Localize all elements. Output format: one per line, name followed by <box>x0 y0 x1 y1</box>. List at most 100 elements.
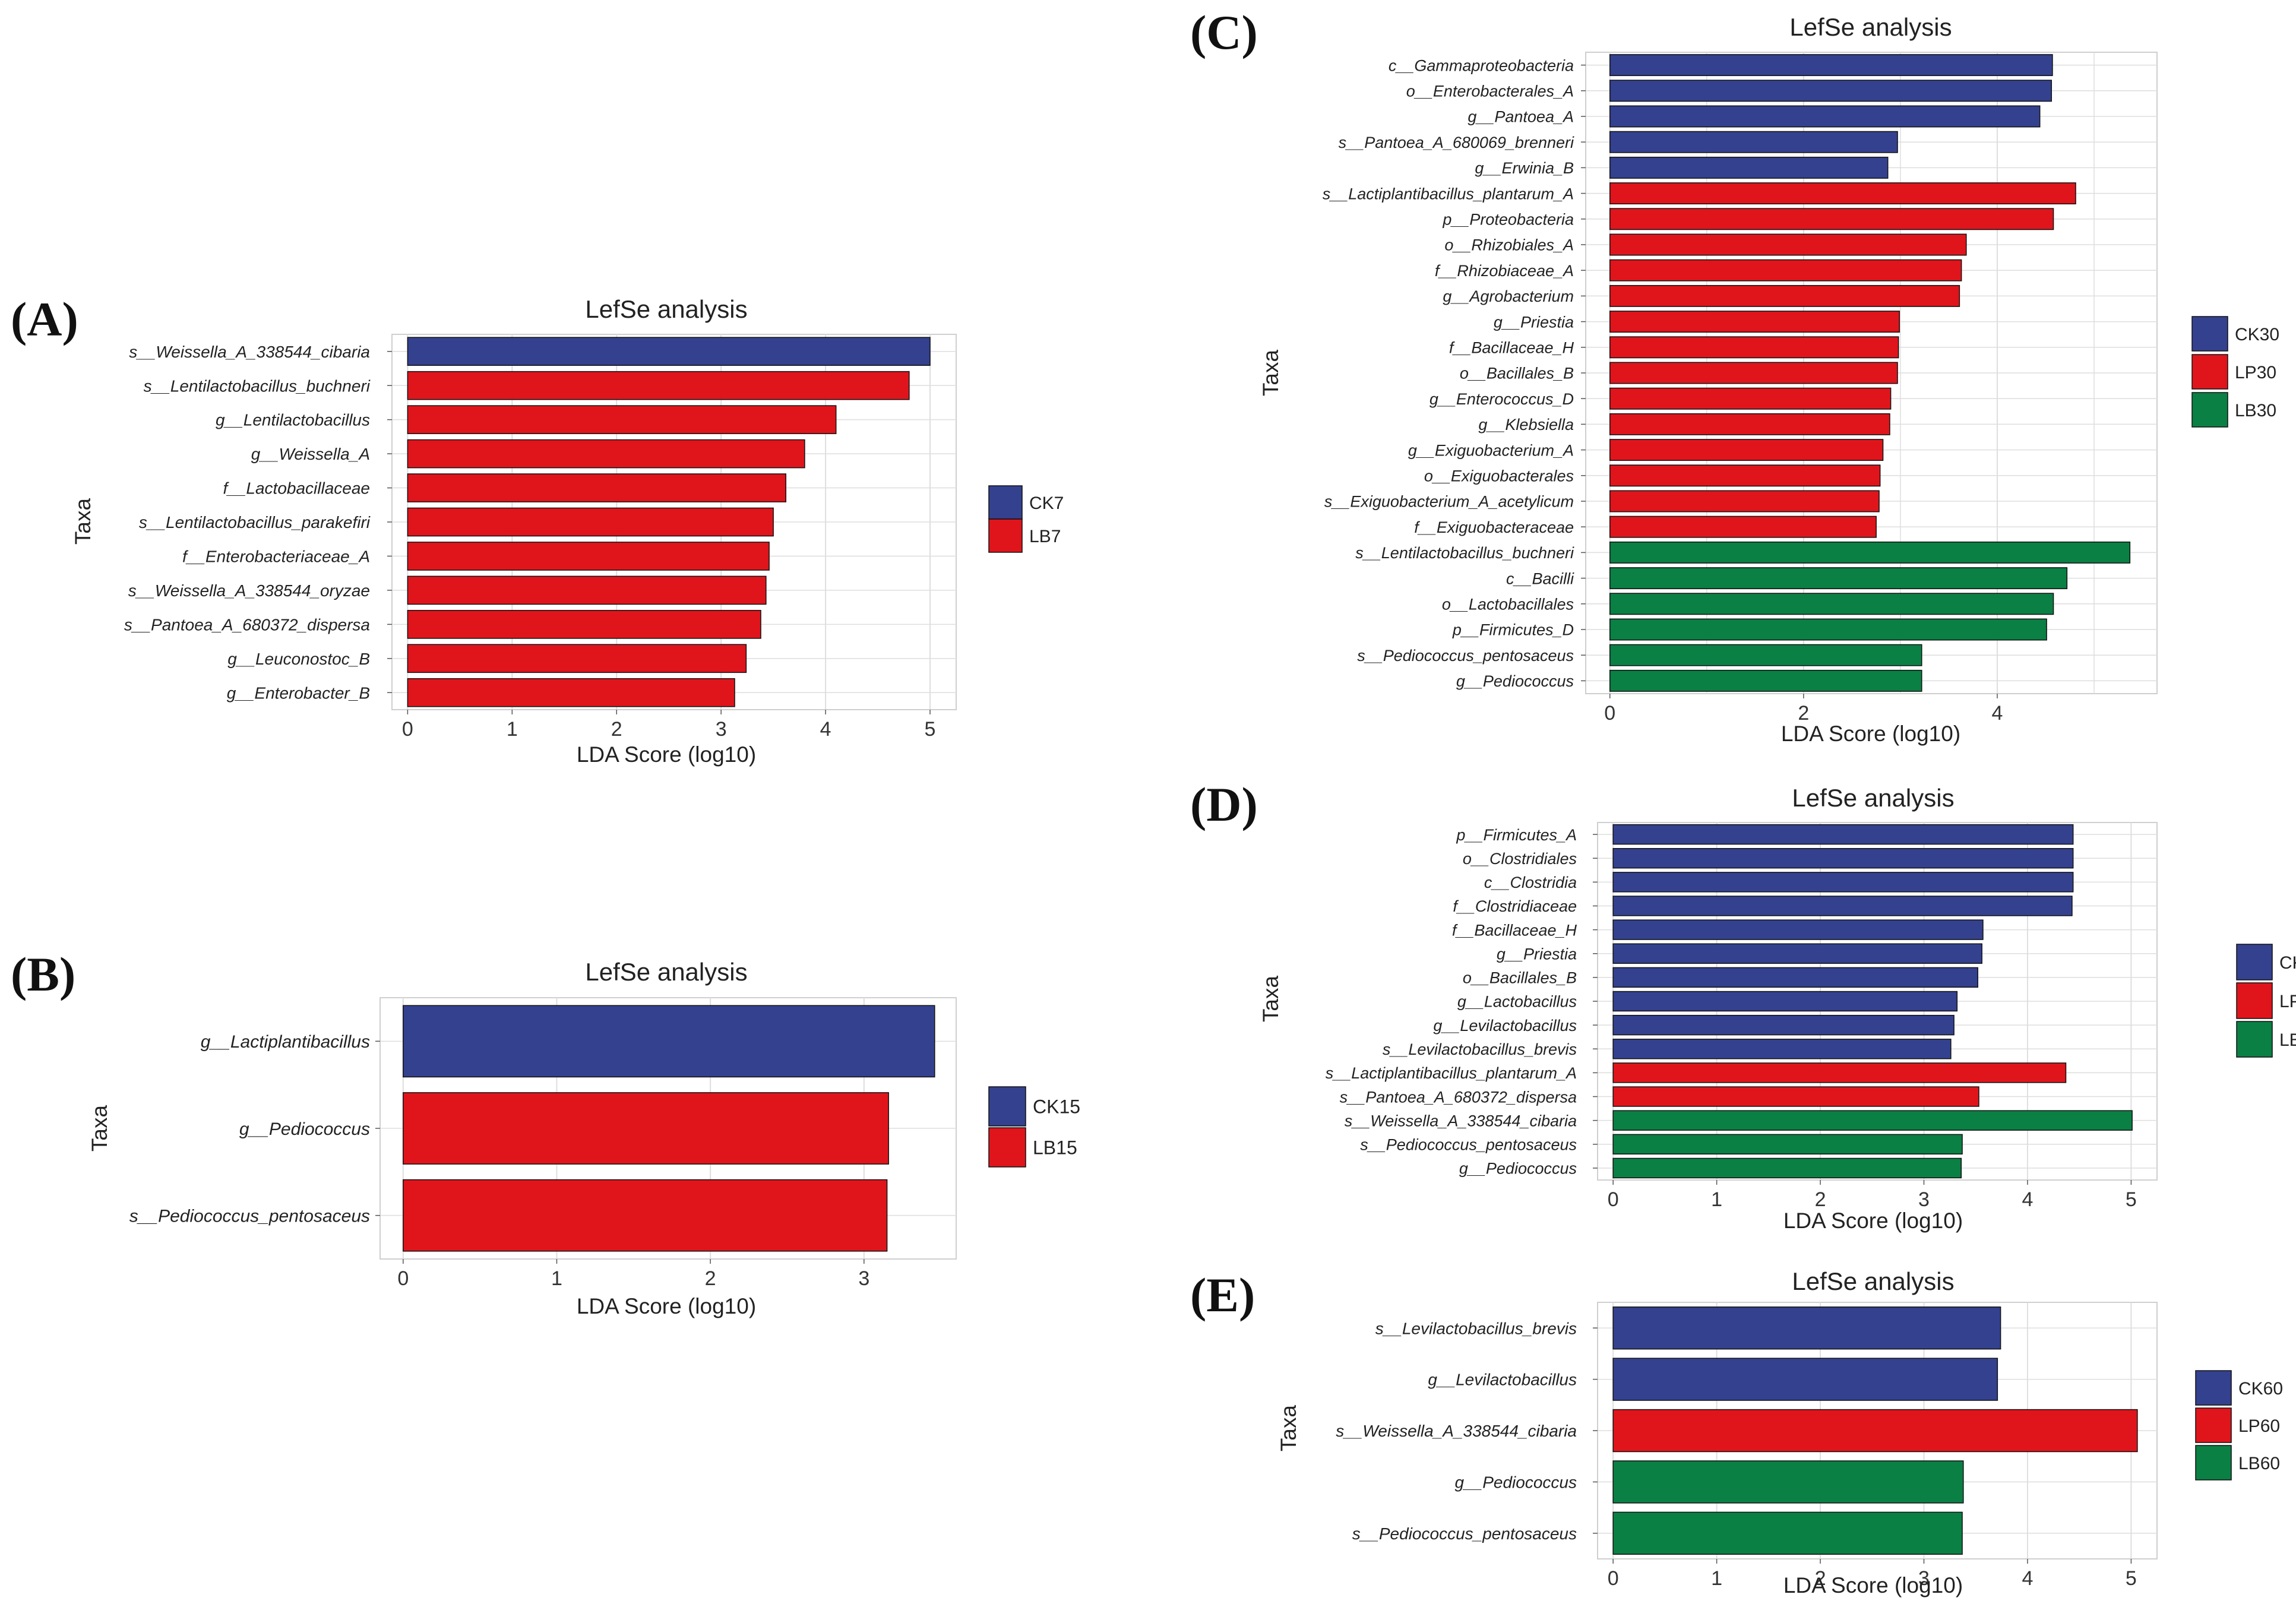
chart-panel-3: (C) LefSe analysis c__Gammaproteobacteriao… <box>1190 5 2279 746</box>
x-tick-label: 4 <box>1992 702 2003 725</box>
bar <box>1609 541 2131 564</box>
legend-label: LP30 <box>2235 363 2276 382</box>
bar <box>1609 259 1962 281</box>
bar <box>1609 336 1899 359</box>
category-label: p__Firmicutes_A <box>1456 826 1577 844</box>
bar <box>1612 991 1958 1012</box>
category-label: s__Levilactobacillus_brevis <box>1375 1319 1577 1337</box>
bar <box>1612 1014 1955 1036</box>
x-tick-label: 4 <box>2022 1188 2033 1211</box>
chart-title: LefSe analysis <box>585 295 747 323</box>
bar <box>1612 1157 1962 1179</box>
chart-panel-1: (A) LefSe analysis s__Weissella_A_338544_c… <box>11 292 1064 767</box>
category-label: g__Lactiplantibacillus <box>201 1032 370 1052</box>
bar <box>1612 824 2074 845</box>
x-tick-label: 0 <box>397 1267 409 1290</box>
category-label: g__Priestia <box>1494 313 1574 331</box>
bar <box>407 610 761 639</box>
x-tick-label: 4 <box>2022 1567 2033 1590</box>
legend-label: LP60 <box>2238 1416 2280 1436</box>
category-label: g__Pediococcus <box>239 1119 370 1139</box>
bar <box>1609 54 2053 77</box>
legend-label: LP45 <box>2279 992 2296 1011</box>
bar <box>1609 182 2076 205</box>
category-label: g__Leuconostoc_B <box>227 650 370 668</box>
x-tick-label: 2 <box>1815 1188 1826 1211</box>
bar <box>1609 80 2053 102</box>
x-tick-label: 3 <box>1918 1567 1930 1590</box>
category-label: s__Lactiplantibacillus_plantarum_A <box>1326 1064 1577 1082</box>
legend-swatch <box>988 1127 1026 1168</box>
category-label: g__Pediococcus <box>1459 1160 1577 1178</box>
panel-letter: (B) <box>11 947 75 1001</box>
category-label: o__Bacillales_B <box>1463 969 1577 987</box>
legend-swatch <box>2236 1021 2273 1058</box>
legend-swatch <box>2236 944 2273 980</box>
legend-swatch <box>2191 354 2228 390</box>
legend-label: CK60 <box>2238 1379 2283 1399</box>
bar <box>1612 1110 2133 1131</box>
y-axis-label: Taxa <box>1258 976 1283 1023</box>
bar <box>1612 943 1982 964</box>
category-label: f__Lactobacillaceae <box>223 479 370 498</box>
bar <box>1612 1460 1964 1504</box>
x-tick-label: 1 <box>507 718 518 741</box>
bar <box>407 405 837 434</box>
category-label: f__Bacillaceae_H <box>1449 339 1574 357</box>
y-axis-label: Taxa <box>1258 350 1283 397</box>
x-tick-label: 3 <box>1918 1188 1930 1211</box>
x-tick-label: 3 <box>716 718 727 741</box>
legend-label: CK45 <box>2279 953 2296 973</box>
chart-title: LefSe analysis <box>585 958 747 986</box>
chart-panel-5: (E) LefSe analysis s__Levilactobacillus_br… <box>1190 1267 2283 1597</box>
bar <box>1609 669 1922 692</box>
category-label: s__Pediococcus_pentosaceus <box>1360 1136 1577 1154</box>
category-label: s__Lentilactobacillus_buchneri <box>1355 544 1574 562</box>
category-label: o__Exiguobacterales <box>1424 467 1574 485</box>
category-label: g__Priestia <box>1497 945 1577 963</box>
category-label: f__Clostridiaceae <box>1453 897 1577 915</box>
x-tick-label: 5 <box>2126 1567 2137 1590</box>
legend-swatch <box>2195 1407 2232 1443</box>
bar <box>1609 208 2054 230</box>
legend-swatch <box>2236 982 2273 1019</box>
bar <box>407 678 735 707</box>
category-label: o__Bacillales_B <box>1460 365 1574 382</box>
x-tick-label: 1 <box>551 1267 562 1290</box>
category-label: s__Weissella_A_338544_cibaria <box>129 343 370 361</box>
bar <box>1612 919 1984 940</box>
x-axis-label: LDA Score (log10) <box>577 1294 756 1318</box>
bar <box>407 439 805 469</box>
category-label: g__Erwinia_B <box>1475 159 1574 177</box>
legend-swatch <box>2191 392 2228 428</box>
category-label: f__Rhizobiaceae_A <box>1435 262 1574 280</box>
bar <box>1609 644 1922 666</box>
bar <box>407 575 767 605</box>
category-label: g__Pantoea_A <box>1468 108 1574 126</box>
bar <box>1612 1039 1952 1059</box>
x-tick-label: 0 <box>1608 1567 1619 1590</box>
category-label: g__Lactobacillus <box>1457 993 1577 1011</box>
bar <box>403 1005 935 1078</box>
chart-title: LefSe analysis <box>1792 1267 1954 1295</box>
bar <box>1612 1307 2001 1350</box>
bar <box>1609 131 1898 153</box>
category-label: f__Bacillaceae_H <box>1452 921 1577 939</box>
bar <box>1612 847 2074 869</box>
x-tick-label: 1 <box>1711 1567 1722 1590</box>
y-axis-label: Taxa <box>87 1105 112 1152</box>
category-label: c__Bacilli <box>1506 570 1574 587</box>
legend-label: LB7 <box>1029 527 1061 546</box>
category-label: c__Clostridia <box>1484 874 1577 891</box>
category-label: g__Lentilactobacillus <box>216 411 370 429</box>
x-tick-label: 2 <box>1798 702 1809 725</box>
category-label: s__Pantoea_A_680372_dispersa <box>1340 1088 1577 1106</box>
legend-label: LB30 <box>2235 401 2276 420</box>
x-axis-label: LDA Score (log10) <box>1783 1209 1963 1233</box>
category-label: s__Pediococcus_pentosaceus <box>129 1206 370 1226</box>
bar <box>1612 896 2073 916</box>
x-axis-label: LDA Score (log10) <box>1783 1573 1963 1597</box>
legend-label: LB15 <box>1033 1137 1077 1159</box>
panel-letter: (E) <box>1190 1268 1255 1322</box>
bar <box>1612 967 1978 988</box>
